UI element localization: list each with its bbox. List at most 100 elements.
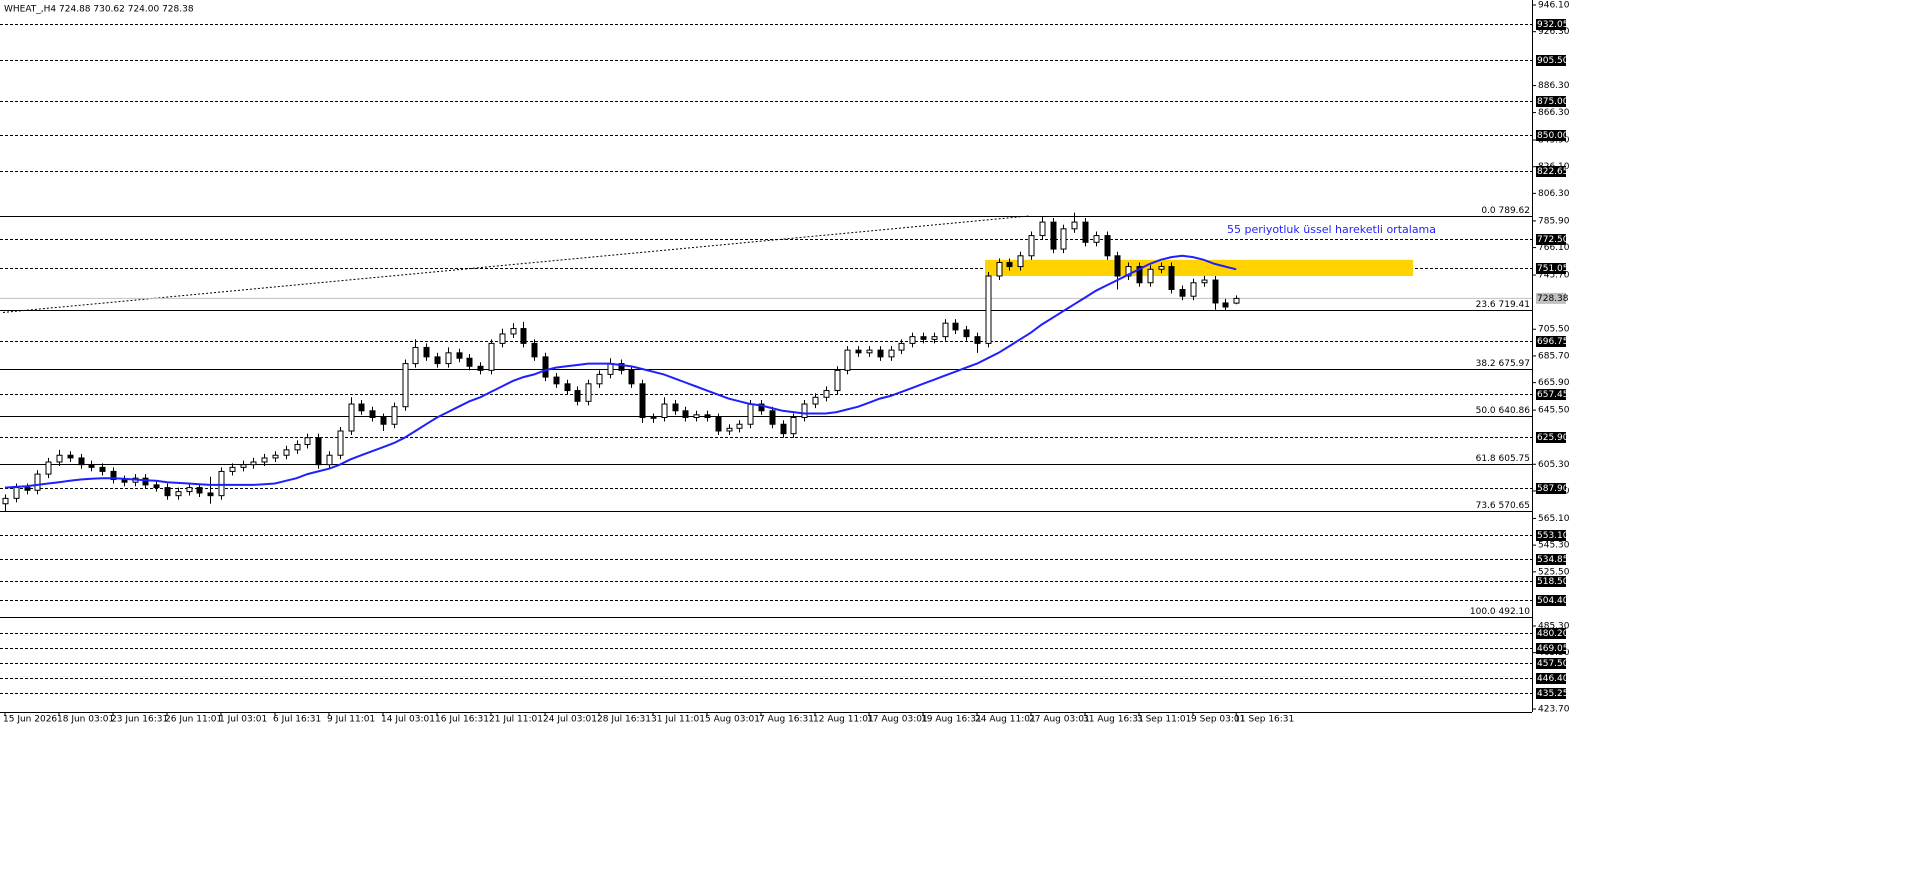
level-label: 587.90	[1537, 484, 1569, 494]
candle-body	[963, 329, 970, 338]
candle-body	[931, 336, 938, 340]
level-label: 435.25	[1537, 689, 1569, 699]
candle-body	[1028, 235, 1035, 257]
ema-annotation: 55 periyotluk üssel hareketli ortalama	[1227, 223, 1436, 236]
level-label-bg	[1536, 389, 1566, 400]
y-tick-label: 645.50	[1538, 406, 1570, 416]
level-label: 875.00	[1537, 97, 1569, 107]
level-label-bg	[1536, 432, 1566, 443]
candle-body	[315, 437, 322, 466]
levels-layer	[0, 4, 1536, 716]
y-tick-label: 705.50	[1538, 325, 1570, 335]
candle-body	[1212, 279, 1219, 304]
candle-body	[423, 346, 430, 358]
candle-body	[56, 454, 63, 463]
candle-body	[585, 383, 592, 402]
x-tick-label: 18 Jun 03:01	[57, 715, 114, 725]
candle-body	[985, 275, 992, 344]
candle-body	[1039, 221, 1046, 237]
last-price-bg	[1536, 292, 1566, 304]
y-tick-label: 565.10	[1538, 514, 1570, 524]
candle-body	[304, 437, 311, 445]
x-tick-label: 19 Aug 16:31	[921, 715, 982, 725]
y-tick-label: 525.50	[1538, 567, 1570, 577]
candle-body	[996, 262, 1003, 277]
x-tick-label: 3 Sep 11:01	[1137, 715, 1191, 725]
candle-body	[672, 403, 679, 412]
y-tick-label: 605.30	[1538, 460, 1570, 470]
level-label-bg	[1536, 628, 1566, 639]
candle-body	[78, 457, 85, 466]
candle-body	[909, 336, 916, 344]
fib-label: 23.6 719.41	[1476, 300, 1530, 310]
fib-label: 50.0 640.86	[1476, 406, 1531, 416]
level-label-bg	[1536, 19, 1566, 30]
candle-body	[2, 497, 9, 505]
level-label-bg	[1536, 576, 1566, 587]
y-tick-label: 766.10	[1538, 243, 1570, 253]
candle-body	[402, 363, 409, 408]
x-tick-label: 14 Jul 03:01	[381, 715, 435, 725]
candle-body	[294, 443, 301, 451]
x-tick-label: 16 Jul 16:31	[435, 715, 489, 725]
fib-label: 73.6 570.65	[1476, 501, 1530, 511]
candle-body	[380, 417, 387, 425]
candle-body	[715, 417, 722, 432]
zone	[985, 259, 1413, 277]
level-label-bg	[1536, 554, 1566, 565]
candle-body	[790, 417, 797, 435]
level-label-bg	[1536, 673, 1566, 684]
x-tick-label: 21 Jul 11:01	[489, 715, 543, 725]
level-label: 625.90	[1537, 433, 1569, 443]
candle-body	[888, 349, 895, 358]
candle-body	[499, 333, 506, 344]
ema-line	[4, 254, 1237, 489]
candle-body	[553, 376, 560, 385]
candle-body	[855, 349, 862, 354]
level-label: 504.40	[1537, 596, 1569, 606]
level-label: 446.40	[1537, 674, 1569, 684]
level-label-bg	[1536, 263, 1566, 274]
candle-body	[434, 356, 441, 365]
candle-body	[564, 383, 571, 392]
level-label: 822.65	[1537, 167, 1569, 177]
candle-body	[574, 390, 581, 402]
candle-body	[898, 342, 905, 351]
candle-body	[866, 349, 873, 354]
x-tick-label: 1 Jul 03:01	[219, 715, 267, 725]
level-label: 553.10	[1537, 531, 1569, 541]
candle-body	[34, 473, 41, 491]
candle-body	[229, 466, 236, 472]
candle-body	[1071, 221, 1078, 230]
candle-body	[877, 349, 884, 358]
level-label-bg	[1536, 530, 1566, 541]
x-tick-label: 31 Jul 11:01	[651, 715, 705, 725]
candle-body	[1104, 235, 1111, 257]
candle-body	[920, 336, 927, 340]
level-label-bg	[1536, 130, 1566, 141]
y-tick-label: 745.70	[1538, 271, 1570, 281]
candle-body	[391, 406, 398, 425]
candle-body	[1168, 266, 1175, 290]
y-tick-label: 685.70	[1538, 351, 1570, 361]
candle-body	[110, 470, 117, 480]
candle-body	[1114, 255, 1121, 277]
fib-label: 38.2 675.97	[1476, 359, 1530, 369]
candle-body	[369, 410, 376, 419]
candle-body	[952, 322, 959, 331]
candle-body	[153, 484, 160, 489]
candle-body	[445, 352, 452, 365]
level-label: 751.05	[1537, 264, 1569, 274]
x-tick-label: 9 Sep 03:01	[1191, 715, 1245, 725]
y-tick-label: 946.10	[1538, 1, 1570, 11]
candle-body	[1158, 266, 1165, 270]
candle-body	[618, 363, 625, 371]
level-label: 905.50	[1537, 56, 1569, 66]
candle-body	[801, 403, 808, 419]
candle-body	[780, 423, 787, 435]
x-tick-label: 11 Sep 16:31	[1234, 715, 1294, 725]
candle-body	[736, 423, 743, 429]
candle-body	[510, 328, 517, 335]
candle-body	[974, 336, 981, 344]
